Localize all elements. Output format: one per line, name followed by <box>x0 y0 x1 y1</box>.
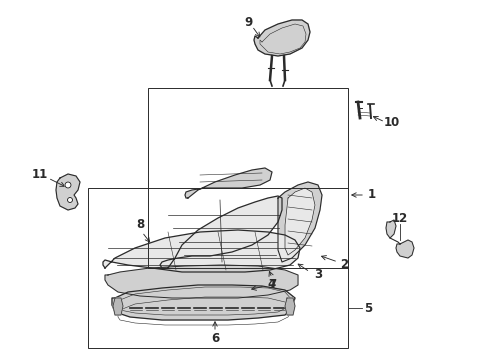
Text: 6: 6 <box>211 332 219 345</box>
Text: 9: 9 <box>244 15 252 28</box>
Polygon shape <box>396 240 414 258</box>
Bar <box>148 88 348 268</box>
Polygon shape <box>285 298 295 315</box>
Text: 12: 12 <box>392 211 408 225</box>
Text: 1: 1 <box>368 189 376 202</box>
Polygon shape <box>56 174 80 210</box>
Polygon shape <box>113 298 123 315</box>
Text: 4: 4 <box>268 278 276 291</box>
Text: 3: 3 <box>314 269 322 282</box>
Text: 5: 5 <box>364 302 372 315</box>
Polygon shape <box>105 265 298 298</box>
Polygon shape <box>386 220 396 238</box>
Text: 2: 2 <box>340 258 348 271</box>
Polygon shape <box>254 20 310 56</box>
Polygon shape <box>103 230 300 272</box>
Text: 10: 10 <box>384 116 400 129</box>
Bar <box>88 188 348 348</box>
Polygon shape <box>160 196 282 268</box>
Text: 7: 7 <box>268 278 276 291</box>
Text: 11: 11 <box>32 168 48 181</box>
Circle shape <box>65 182 71 188</box>
Polygon shape <box>278 182 322 262</box>
Polygon shape <box>185 168 272 198</box>
Text: 8: 8 <box>136 219 144 231</box>
Polygon shape <box>285 188 315 255</box>
Circle shape <box>68 198 73 202</box>
Polygon shape <box>112 285 295 320</box>
